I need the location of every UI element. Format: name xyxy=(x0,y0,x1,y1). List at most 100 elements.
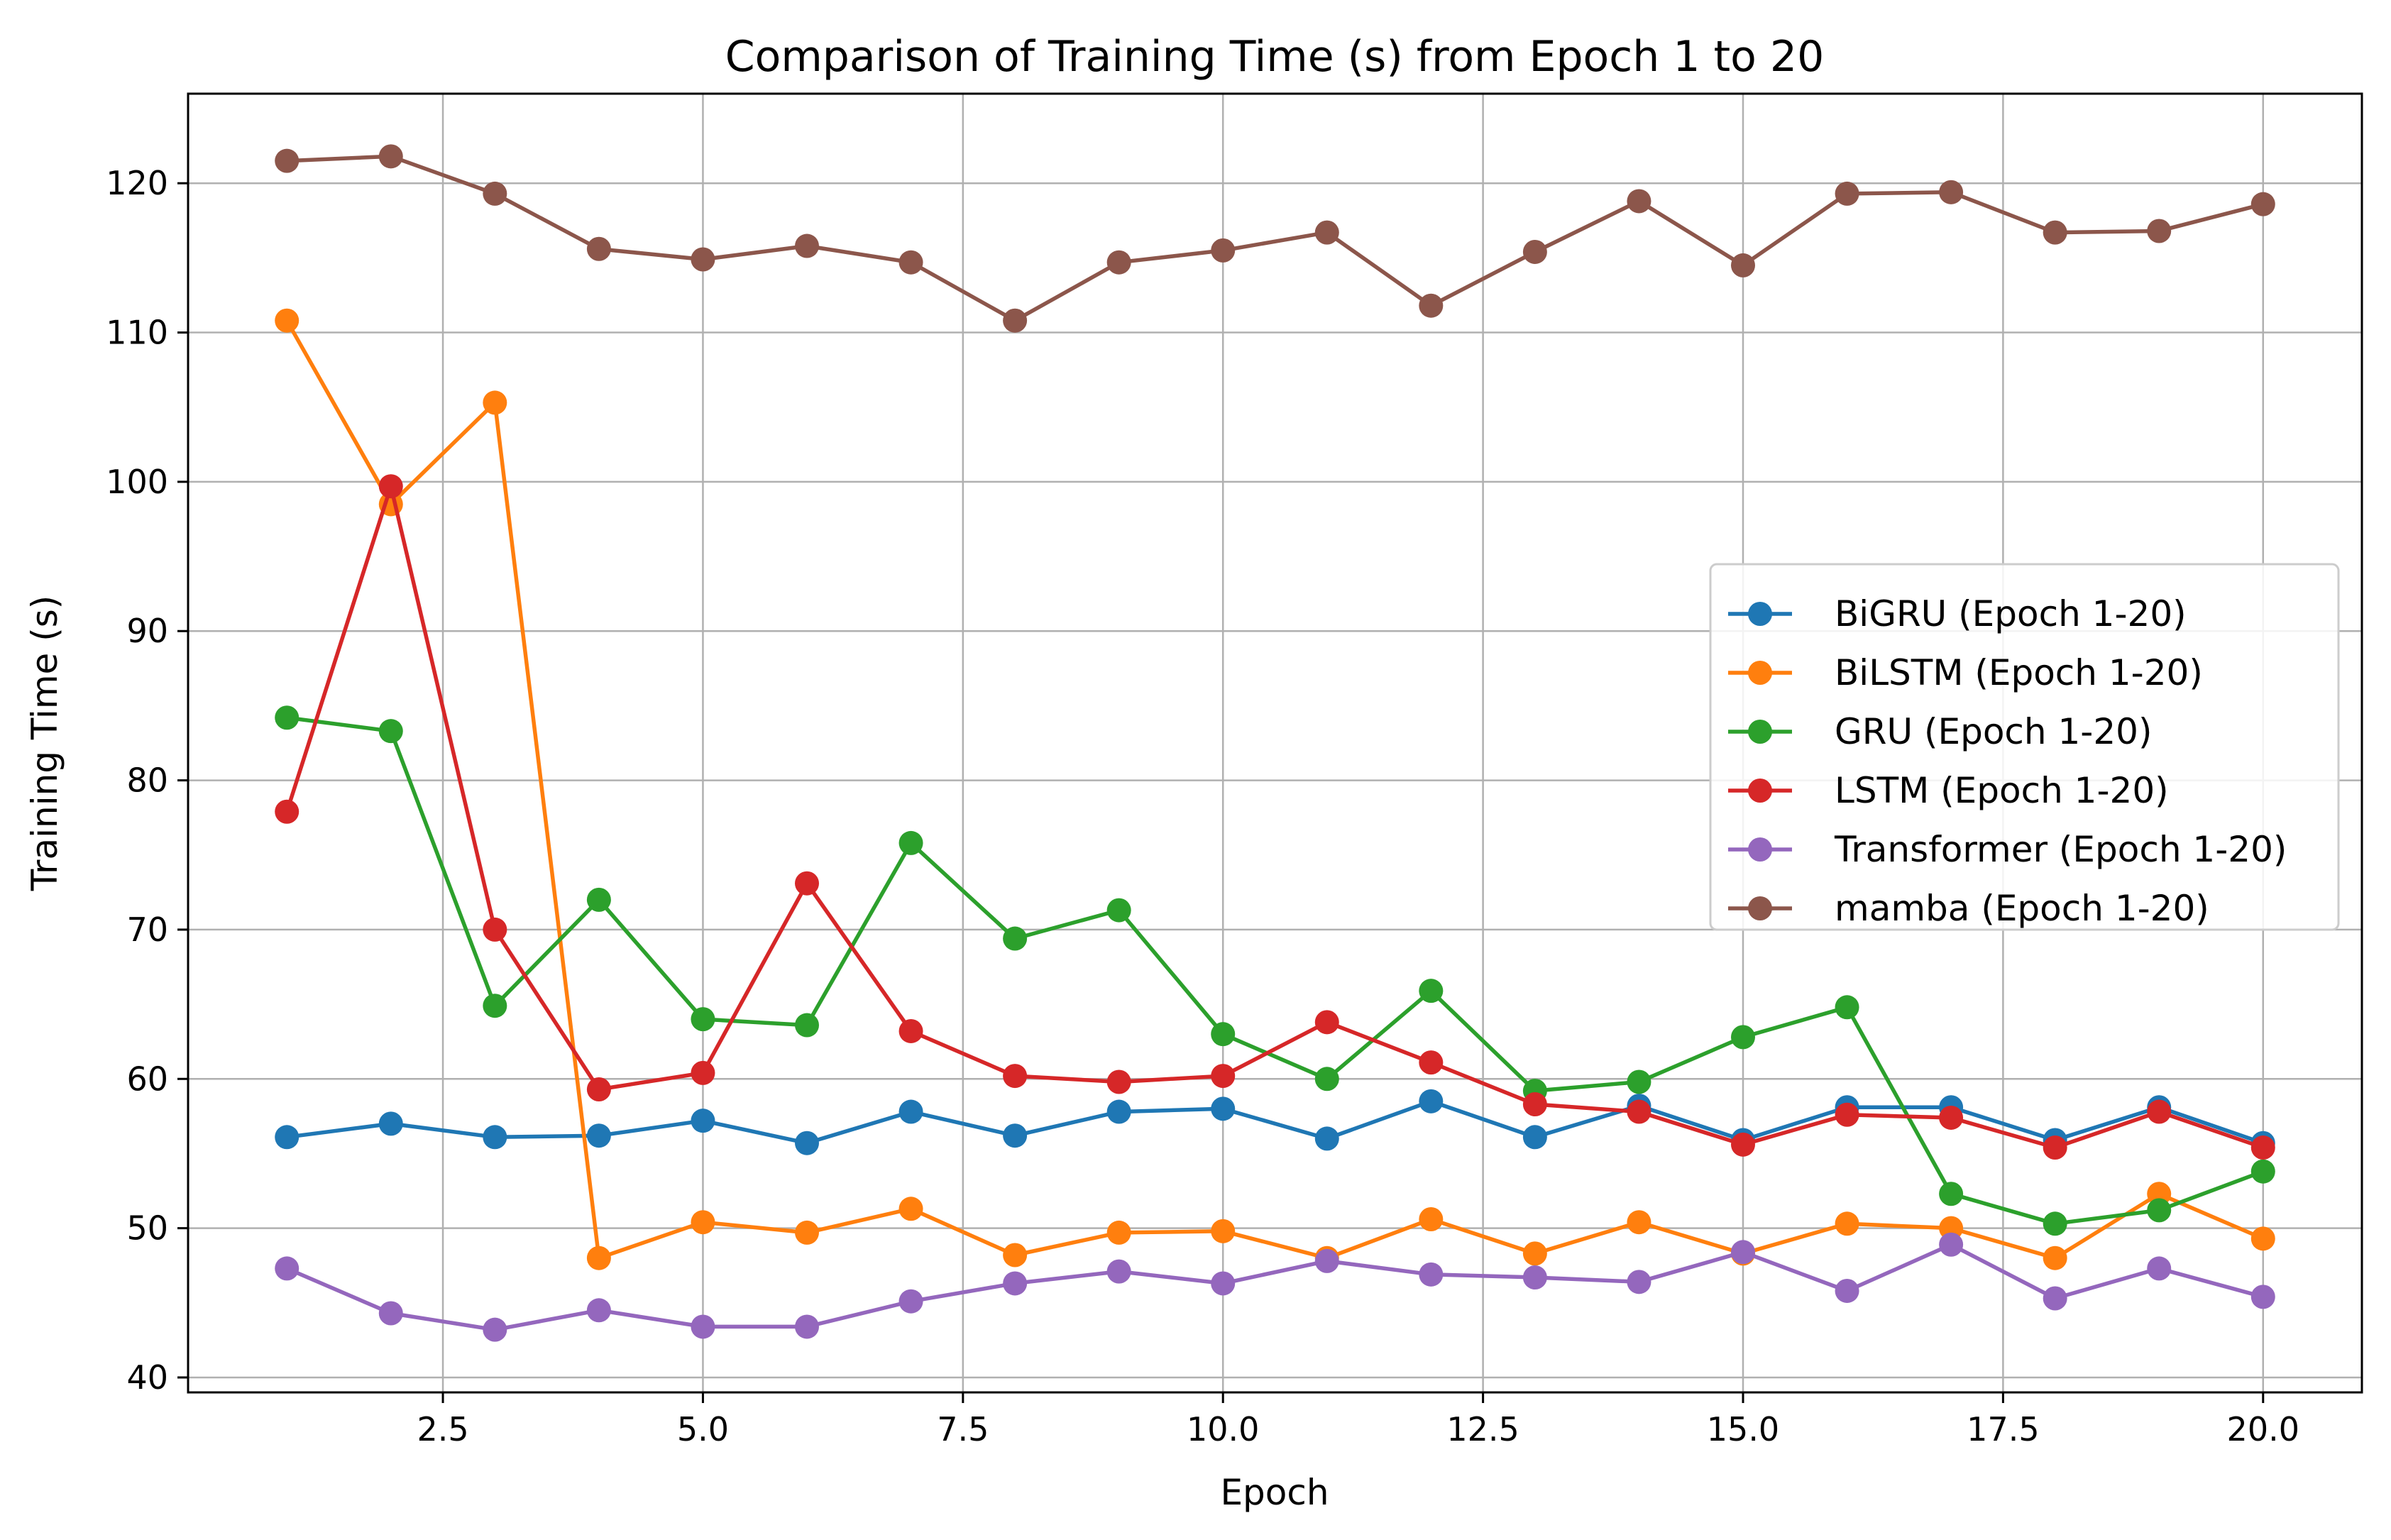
series-line xyxy=(285,319,2264,1260)
data-point xyxy=(1106,1069,1131,1094)
series-line xyxy=(286,1243,2264,1332)
data-point xyxy=(1106,1099,1131,1124)
data-point xyxy=(2250,192,2275,216)
data-point xyxy=(1627,1210,1651,1235)
data-point xyxy=(898,250,923,275)
data-point xyxy=(898,1289,923,1314)
data-point xyxy=(1419,1050,1444,1075)
data-point xyxy=(1627,1270,1651,1294)
data-point xyxy=(1730,1132,1755,1157)
x-tick-label: 12.5 xyxy=(1446,1410,1519,1448)
data-point xyxy=(691,1109,715,1133)
legend-marker xyxy=(1748,720,1772,744)
data-point xyxy=(483,994,507,1018)
data-point xyxy=(1106,898,1131,923)
data-point xyxy=(1835,995,1859,1020)
data-point xyxy=(1730,253,1755,277)
data-point xyxy=(1522,239,1547,264)
data-point xyxy=(483,181,507,206)
data-point xyxy=(1003,926,1028,951)
x-axis-label: Epoch xyxy=(1220,1472,1329,1513)
legend-entry: BiGRU (Epoch 1-20) xyxy=(1728,593,2187,634)
legend-entry: GRU (Epoch 1-20) xyxy=(1728,711,2152,752)
data-point xyxy=(1314,1067,1339,1091)
data-point xyxy=(898,1197,923,1221)
series-3 xyxy=(275,474,2275,1160)
data-point xyxy=(1835,1102,1859,1127)
data-point xyxy=(1211,1022,1236,1047)
y-axis-label: Training Time (s) xyxy=(24,595,65,892)
data-point xyxy=(795,1013,820,1038)
chart-title: Comparison of Training Time (s) from Epo… xyxy=(725,32,1825,82)
data-point xyxy=(586,236,611,261)
legend-marker xyxy=(1748,661,1772,685)
data-point xyxy=(2250,1226,2275,1251)
data-point xyxy=(275,148,299,173)
data-point xyxy=(1003,1064,1028,1089)
data-point xyxy=(795,1131,820,1155)
series-lines xyxy=(275,144,2275,1342)
y-axis-ticks: 40 50 60 70 80 90 100 110 120 xyxy=(106,164,188,1397)
data-point xyxy=(691,247,715,272)
y-tick-label: 110 xyxy=(106,314,168,352)
data-point xyxy=(2250,1135,2275,1160)
legend-marker xyxy=(1748,602,1772,626)
data-point xyxy=(1939,1232,1964,1257)
data-point xyxy=(1314,220,1339,245)
legend-entry: LSTM (Epoch 1-20) xyxy=(1728,770,2169,811)
data-point xyxy=(2043,1286,2067,1311)
data-point xyxy=(1314,1010,1339,1035)
data-point xyxy=(1522,1265,1547,1290)
data-point xyxy=(1730,1240,1755,1265)
series-line xyxy=(286,715,2264,1226)
x-tick-label: 2.5 xyxy=(417,1410,468,1448)
data-point xyxy=(2147,1198,2172,1223)
series-5 xyxy=(275,144,2275,333)
data-point xyxy=(1314,1126,1339,1151)
data-point xyxy=(691,1210,715,1235)
data-point xyxy=(586,1077,611,1101)
y-tick-label: 100 xyxy=(106,463,168,501)
data-point xyxy=(483,917,507,942)
series-line xyxy=(285,484,2264,1150)
x-tick-label: 20.0 xyxy=(2227,1410,2299,1448)
x-axis-ticks: 2.5 5.0 7.5 10.0 12.5 15.0 17.5 20.0 xyxy=(417,1392,2299,1448)
x-tick-label: 10.0 xyxy=(1187,1410,1259,1448)
legend-entry: Transformer (Epoch 1-20) xyxy=(1728,829,2287,870)
data-point xyxy=(1939,1105,1964,1130)
legend-box xyxy=(1709,563,2340,931)
data-point xyxy=(1314,1248,1339,1273)
legend-marker xyxy=(1748,896,1772,920)
data-point xyxy=(2043,1245,2067,1270)
legend: BiGRU (Epoch 1-20) BiLSTM (Epoch 1-20) GRU… xyxy=(1709,563,2340,931)
data-point xyxy=(1939,1182,1964,1206)
data-point xyxy=(2147,1099,2172,1124)
data-point xyxy=(1211,1271,1236,1296)
series-line xyxy=(287,154,2264,323)
data-point xyxy=(1835,1278,1859,1303)
data-point xyxy=(1106,1220,1131,1245)
data-point xyxy=(795,1314,820,1339)
data-point xyxy=(1003,308,1028,333)
data-point xyxy=(1106,250,1131,275)
legend-entry: BiLSTM (Epoch 1-20) xyxy=(1728,652,2203,693)
data-point xyxy=(1522,1125,1547,1150)
x-tick-label: 7.5 xyxy=(937,1410,989,1448)
y-tick-label: 120 xyxy=(106,164,168,202)
data-point xyxy=(378,1111,403,1136)
data-point xyxy=(2043,1135,2067,1160)
data-point xyxy=(275,799,299,824)
data-point xyxy=(586,1298,611,1323)
data-point xyxy=(1211,238,1236,263)
data-point xyxy=(898,1018,923,1043)
data-point xyxy=(378,1301,403,1326)
legend-marker xyxy=(1748,837,1772,862)
data-point xyxy=(586,887,611,912)
data-point xyxy=(2147,219,2172,243)
data-point xyxy=(483,390,507,415)
data-point xyxy=(378,144,403,169)
data-point xyxy=(1627,189,1651,214)
data-point xyxy=(586,1123,611,1148)
series-line xyxy=(286,1099,2264,1145)
